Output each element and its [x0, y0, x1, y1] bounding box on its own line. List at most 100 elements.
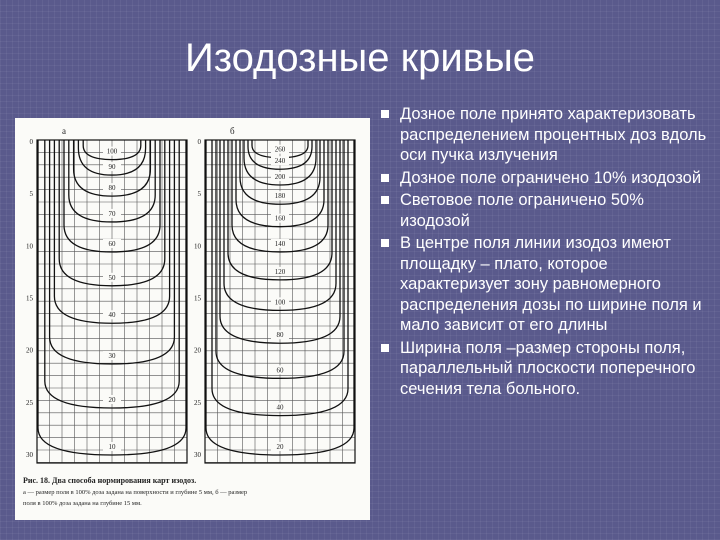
label-background [103, 394, 121, 404]
isodose-label: 160 [275, 215, 286, 223]
bullet-text: Дозное поле ограничено 10% изодозой [400, 168, 702, 187]
label-background [271, 144, 289, 154]
bullet-text: Дозное поле принято характеризовать расп… [400, 105, 707, 164]
isodose-label: 40 [109, 311, 117, 319]
isodose-curve [37, 140, 187, 456]
depth-label: 0 [198, 138, 202, 146]
isodose-label: 140 [275, 240, 286, 248]
isodose-label: 80 [277, 331, 285, 339]
isodose-label: 200 [275, 173, 286, 181]
isodose-curve [223, 140, 337, 312]
bullet-text: В центре поля линии изодоз имеют площадк… [400, 234, 702, 334]
isodose-curve [77, 140, 147, 176]
bullet-marker [381, 173, 389, 182]
bullet-marker [381, 239, 389, 247]
panel-label: а [62, 126, 66, 136]
bullet-text: Ширина поля –размер стороны поля, паралл… [400, 338, 696, 398]
isodose-figure: а 0 5 10 15 20 25 30 100 90 80 70 60 50 40 30 20 10 б 0 5 10 1… [15, 118, 370, 520]
isodose-label: 10 [109, 443, 117, 451]
isodose-curve [235, 140, 325, 228]
isodose-label: 60 [109, 240, 117, 248]
depth-label: 20 [194, 347, 202, 355]
slide-title: Изодозные кривые [184, 36, 536, 80]
panel-frame [204, 139, 356, 464]
isodose-label: 50 [109, 274, 117, 282]
label-background [103, 208, 121, 218]
label-background [271, 330, 289, 340]
label-background [103, 272, 121, 282]
figure-caption: поля в 100% доза задана на глубине 15 мм… [23, 500, 142, 507]
depth-label: 20 [26, 347, 34, 355]
isodose-label: 240 [275, 157, 286, 165]
bullet-list: Дозное поле принято характеризовать расп… [380, 104, 715, 401]
isodose-label: 60 [277, 366, 285, 374]
label-background [271, 191, 289, 201]
label-background [271, 238, 289, 248]
panel-label: б [230, 126, 235, 136]
isodose-curve [243, 140, 317, 186]
isodose-label: 20 [277, 443, 285, 451]
isodose-curve [205, 140, 355, 456]
isodose-label: 100 [107, 148, 118, 156]
isodose-curve [231, 140, 329, 253]
bullet-text: Световое поле ограничено 50% изодозой [400, 191, 644, 230]
isodose-curve [211, 140, 349, 417]
label-background [103, 442, 121, 451]
label-background [103, 310, 121, 320]
isodose-label: 40 [277, 404, 285, 412]
isodose-curve [72, 140, 152, 197]
isodose-label: 90 [109, 163, 117, 171]
isodose-label: 20 [109, 396, 117, 404]
label-background [271, 297, 289, 307]
label-background [103, 238, 121, 248]
isodose-curve [239, 140, 321, 205]
label-background [271, 171, 289, 181]
isodose-curve [219, 140, 341, 344]
depth-label: 10 [26, 242, 34, 250]
panel-frame [36, 139, 188, 464]
depth-label: 5 [198, 190, 202, 198]
depth-label: 15 [26, 295, 34, 303]
depth-label: 15 [194, 295, 202, 303]
label-background [103, 146, 121, 156]
depth-label: 25 [26, 399, 34, 407]
isodose-curve [63, 140, 161, 253]
label-background [103, 162, 121, 172]
bullet-marker [381, 110, 389, 118]
label-background [271, 156, 289, 166]
label-background [103, 351, 121, 361]
figure-caption: а — размер поля в 100% доза задана на по… [23, 489, 247, 496]
isodose-curve [68, 140, 156, 223]
label-background [271, 402, 289, 412]
label-background [103, 183, 121, 193]
label-background [271, 365, 289, 375]
isodose-curve [58, 140, 166, 287]
depth-label: 5 [30, 190, 34, 198]
isodose-label: 70 [109, 210, 117, 218]
isodose-label: 180 [275, 192, 286, 200]
isodose-label: 100 [275, 298, 286, 306]
depth-label: 0 [30, 138, 34, 146]
isodose-label: 120 [275, 268, 286, 276]
isodose-label: 260 [275, 146, 286, 154]
bullet-item: Дозное поле принято характеризовать расп… [380, 104, 715, 166]
isodose-curve [247, 140, 313, 170]
isodose-label: 30 [109, 352, 117, 360]
depth-label: 25 [194, 399, 202, 407]
isodose-label: 80 [109, 184, 117, 192]
bullet-item: Световое поле ограничено 50% изодозой [380, 190, 715, 231]
depth-label: 30 [26, 451, 34, 459]
isodose-curve [227, 140, 333, 281]
label-background [271, 213, 289, 223]
depth-label: 30 [194, 451, 202, 459]
bullet-item: Ширина поля –размер стороны поля, паралл… [380, 338, 715, 400]
figure-caption: Рис. 18. Два способа нормирования карт и… [23, 476, 196, 485]
isodose-curve [44, 140, 180, 409]
isodose-curve [53, 140, 171, 324]
label-background [271, 266, 289, 276]
isodose-curve [215, 140, 345, 379]
bullet-item: Дозное поле ограничено 10% изодозой [380, 168, 715, 189]
isodose-curve [48, 140, 176, 365]
bullet-marker [381, 196, 389, 204]
